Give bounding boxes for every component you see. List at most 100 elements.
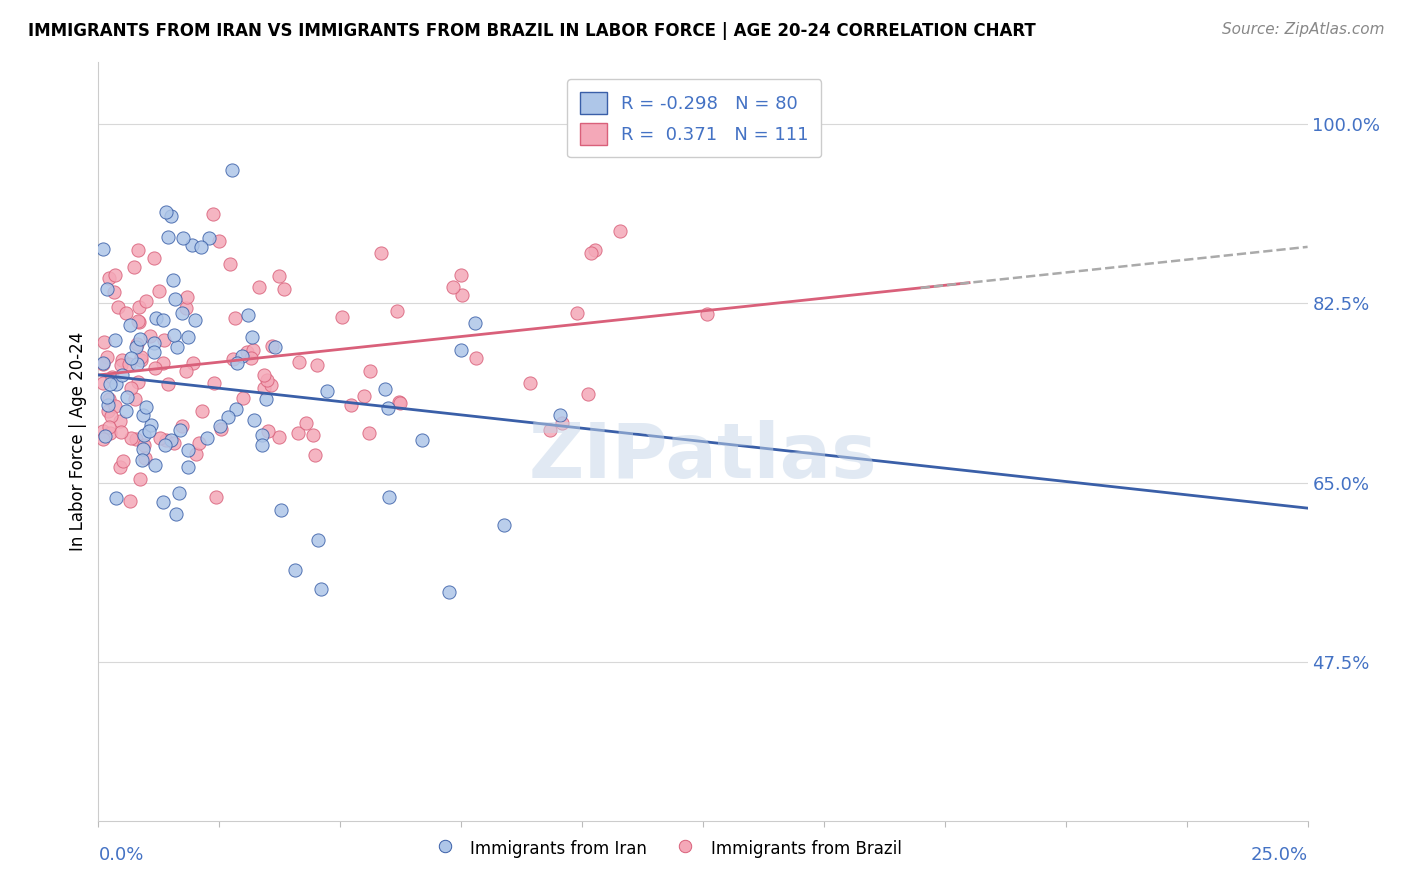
Point <box>288 355 311 369</box>
Point <box>190 403 212 417</box>
Point <box>131 453 153 467</box>
Point <box>450 343 472 357</box>
Point <box>232 392 254 406</box>
Point <box>388 394 411 409</box>
Point <box>330 310 353 325</box>
Point <box>143 458 166 473</box>
Point <box>174 364 197 378</box>
Point <box>242 343 264 357</box>
Point <box>125 432 148 446</box>
Point <box>186 447 208 461</box>
Point <box>129 350 152 364</box>
Point <box>111 352 134 367</box>
Point <box>152 313 174 327</box>
Text: 25.0%: 25.0% <box>1250 847 1308 864</box>
Point <box>148 284 170 298</box>
Point <box>97 398 120 412</box>
Point <box>163 436 186 450</box>
Point <box>94 428 117 442</box>
Point <box>273 282 295 296</box>
Y-axis label: In Labor Force | Age 20-24: In Labor Force | Age 20-24 <box>69 332 87 551</box>
Point <box>118 357 141 371</box>
Point <box>127 357 149 371</box>
Point <box>225 401 247 416</box>
Point <box>378 490 401 504</box>
Point <box>176 290 198 304</box>
Point <box>91 357 114 371</box>
Point <box>142 335 165 350</box>
Point <box>105 491 128 505</box>
Point <box>134 451 156 466</box>
Point <box>96 390 118 404</box>
Point <box>166 340 188 354</box>
Text: ZIPatlas: ZIPatlas <box>529 420 877 493</box>
Point <box>122 260 145 274</box>
Point <box>353 389 375 403</box>
Point <box>165 507 187 521</box>
Point <box>195 431 218 445</box>
Point <box>465 351 488 365</box>
Point <box>267 269 290 284</box>
Point <box>208 235 231 249</box>
Point <box>250 437 273 451</box>
Point <box>93 335 115 350</box>
Point <box>124 392 146 406</box>
Point <box>231 349 253 363</box>
Point <box>107 301 129 315</box>
Point <box>132 428 155 442</box>
Point <box>91 432 114 446</box>
Point <box>135 400 157 414</box>
Point <box>103 285 125 299</box>
Point <box>339 398 361 412</box>
Point <box>174 301 197 315</box>
Point <box>450 268 472 282</box>
Point <box>132 408 155 422</box>
Point <box>108 414 131 428</box>
Point <box>111 368 134 383</box>
Text: IMMIGRANTS FROM IRAN VS IMMIGRANTS FROM BRAZIL IN LABOR FORCE | AGE 20-24 CORREL: IMMIGRANTS FROM IRAN VS IMMIGRANTS FROM … <box>28 22 1036 40</box>
Point <box>370 245 392 260</box>
Point <box>155 205 177 219</box>
Point <box>221 162 243 177</box>
Point <box>162 327 184 342</box>
Point <box>152 495 174 509</box>
Point <box>217 410 239 425</box>
Point <box>139 418 162 433</box>
Point <box>143 345 166 359</box>
Point <box>104 268 127 283</box>
Point <box>579 245 602 260</box>
Point <box>377 401 399 415</box>
Point <box>202 207 225 221</box>
Point <box>183 312 205 326</box>
Point <box>172 231 194 245</box>
Point <box>256 373 278 387</box>
Point <box>101 369 124 384</box>
Point <box>583 243 606 257</box>
Point <box>439 585 461 599</box>
Point <box>117 390 139 404</box>
Point <box>209 422 232 436</box>
Point <box>247 280 270 294</box>
Point <box>181 356 204 370</box>
Point <box>177 330 200 344</box>
Point <box>177 460 200 475</box>
Point <box>155 433 177 447</box>
Point <box>181 238 204 252</box>
Point <box>118 493 141 508</box>
Point <box>236 345 259 359</box>
Point <box>287 425 309 440</box>
Point <box>143 251 166 265</box>
Point <box>172 305 194 319</box>
Point <box>135 293 157 308</box>
Point <box>108 460 131 475</box>
Point <box>128 301 150 315</box>
Point <box>132 442 155 456</box>
Point <box>253 368 276 383</box>
Point <box>110 425 132 439</box>
Point <box>304 448 326 462</box>
Point <box>167 486 190 500</box>
Point <box>284 563 307 577</box>
Point <box>253 381 276 395</box>
Point <box>519 376 541 390</box>
Point <box>388 396 411 410</box>
